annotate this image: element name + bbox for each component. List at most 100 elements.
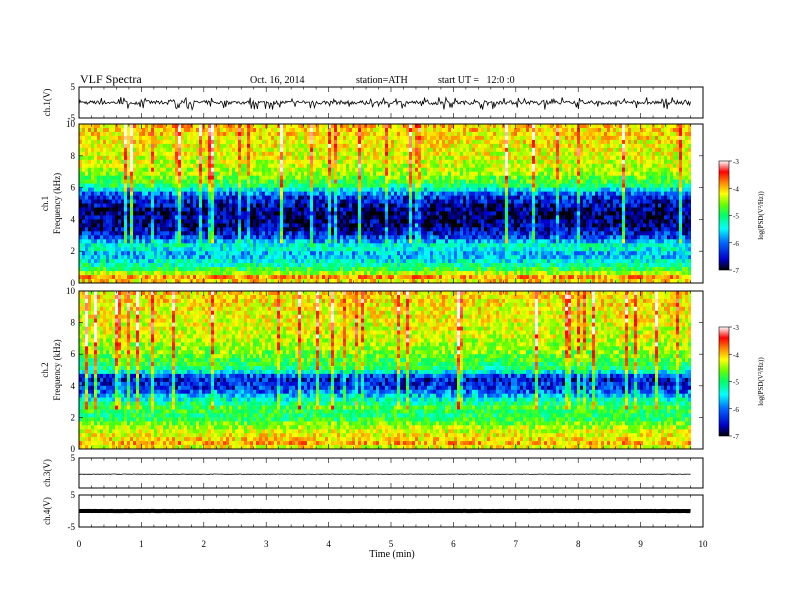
psd-cell xyxy=(379,243,382,248)
psd-cell xyxy=(112,231,115,236)
psd-cell xyxy=(151,243,154,248)
psd-cell xyxy=(256,271,259,276)
psd-cell xyxy=(115,143,118,149)
psd-cell xyxy=(400,139,403,145)
psd-cell xyxy=(382,171,385,176)
psd-cell xyxy=(145,191,148,196)
psd-cell xyxy=(295,203,298,208)
psd-cell xyxy=(142,243,145,248)
psd-cell xyxy=(187,124,190,129)
psd-cell xyxy=(166,199,169,204)
psd-cell xyxy=(352,151,355,157)
psd-cell xyxy=(250,171,253,176)
psd-cell xyxy=(205,211,208,216)
psd-cell xyxy=(418,247,421,252)
psd-cell xyxy=(115,215,118,220)
psd-cell xyxy=(316,223,319,228)
psd-cell xyxy=(259,251,262,256)
psd-cell xyxy=(205,231,208,236)
psd-cell xyxy=(403,279,406,284)
psd-cell xyxy=(385,263,388,268)
psd-cell xyxy=(442,139,445,145)
psd-cell xyxy=(124,155,127,161)
psd-cell xyxy=(280,139,283,145)
psd-cell xyxy=(430,199,433,204)
psd-cell xyxy=(364,147,367,153)
psd-cell xyxy=(352,243,355,248)
psd-cell xyxy=(316,259,319,264)
psd-cell xyxy=(439,203,442,208)
psd-cell xyxy=(169,143,172,149)
psd-cell xyxy=(109,223,112,228)
psd-cell xyxy=(169,183,172,188)
ch1_voltage-ylabel: ch.1(V) xyxy=(42,89,52,117)
psd-cell xyxy=(106,263,109,268)
psd-cell xyxy=(358,191,361,196)
psd-cell xyxy=(112,183,115,188)
psd-cell xyxy=(409,259,412,264)
psd-cell xyxy=(262,179,265,184)
psd-cell xyxy=(418,183,421,188)
psd-cell xyxy=(133,167,136,172)
psd-cell xyxy=(181,128,184,133)
psd-cell xyxy=(106,179,109,184)
psd-cell xyxy=(259,163,262,169)
psd-cell xyxy=(415,255,418,260)
psd-cell xyxy=(103,135,106,141)
psd-cell xyxy=(109,195,112,200)
psd-cell xyxy=(235,139,238,145)
psd-cell xyxy=(220,219,223,224)
psd-cell xyxy=(187,255,190,260)
psd-cell xyxy=(286,279,289,284)
psd-cell xyxy=(172,135,175,141)
psd-cell xyxy=(115,239,118,244)
psd-cell xyxy=(250,263,253,268)
psd-cell xyxy=(232,247,235,252)
psd-cell xyxy=(208,147,211,153)
psd-cell xyxy=(370,128,373,133)
psd-cell xyxy=(361,223,364,228)
psd-cell xyxy=(172,195,175,200)
psd-cell xyxy=(133,135,136,141)
psd-cell xyxy=(388,171,391,176)
psd-cell xyxy=(139,235,142,240)
psd-cell xyxy=(199,159,202,165)
psd-cell xyxy=(112,175,115,180)
psd-cell xyxy=(199,267,202,272)
psd-cell xyxy=(190,171,193,176)
psd-cell xyxy=(199,175,202,180)
psd-cell xyxy=(412,171,415,176)
psd-cell xyxy=(133,132,136,137)
psd-cell xyxy=(94,235,97,240)
psd-cell xyxy=(85,251,88,256)
psd-cell xyxy=(406,124,409,129)
psd-cell xyxy=(376,263,379,268)
psd-cell xyxy=(433,231,436,236)
psd-cell xyxy=(433,215,436,220)
psd-cell xyxy=(277,175,280,180)
psd-cell xyxy=(205,223,208,228)
psd-cell xyxy=(220,171,223,176)
psd-cell xyxy=(283,199,286,204)
psd-cell xyxy=(346,155,349,161)
psd-cell xyxy=(436,231,439,236)
psd-cell xyxy=(301,247,304,252)
psd-cell xyxy=(355,207,358,212)
psd-cell xyxy=(427,219,430,224)
psd-cell xyxy=(82,235,85,240)
psd-cell xyxy=(259,203,262,208)
psd-cell xyxy=(181,167,184,172)
psd-cell xyxy=(307,132,310,137)
psd-cell xyxy=(343,247,346,252)
psd-cell xyxy=(112,243,115,248)
psd-cell xyxy=(442,159,445,165)
psd-cell xyxy=(130,179,133,184)
psd-cell xyxy=(346,271,349,276)
psd-cell xyxy=(109,235,112,240)
psd-cell xyxy=(85,211,88,216)
psd-cell xyxy=(85,179,88,184)
psd-cell xyxy=(271,159,274,165)
psd-cell xyxy=(286,223,289,228)
psd-cell xyxy=(112,128,115,133)
psd-cell xyxy=(313,147,316,153)
